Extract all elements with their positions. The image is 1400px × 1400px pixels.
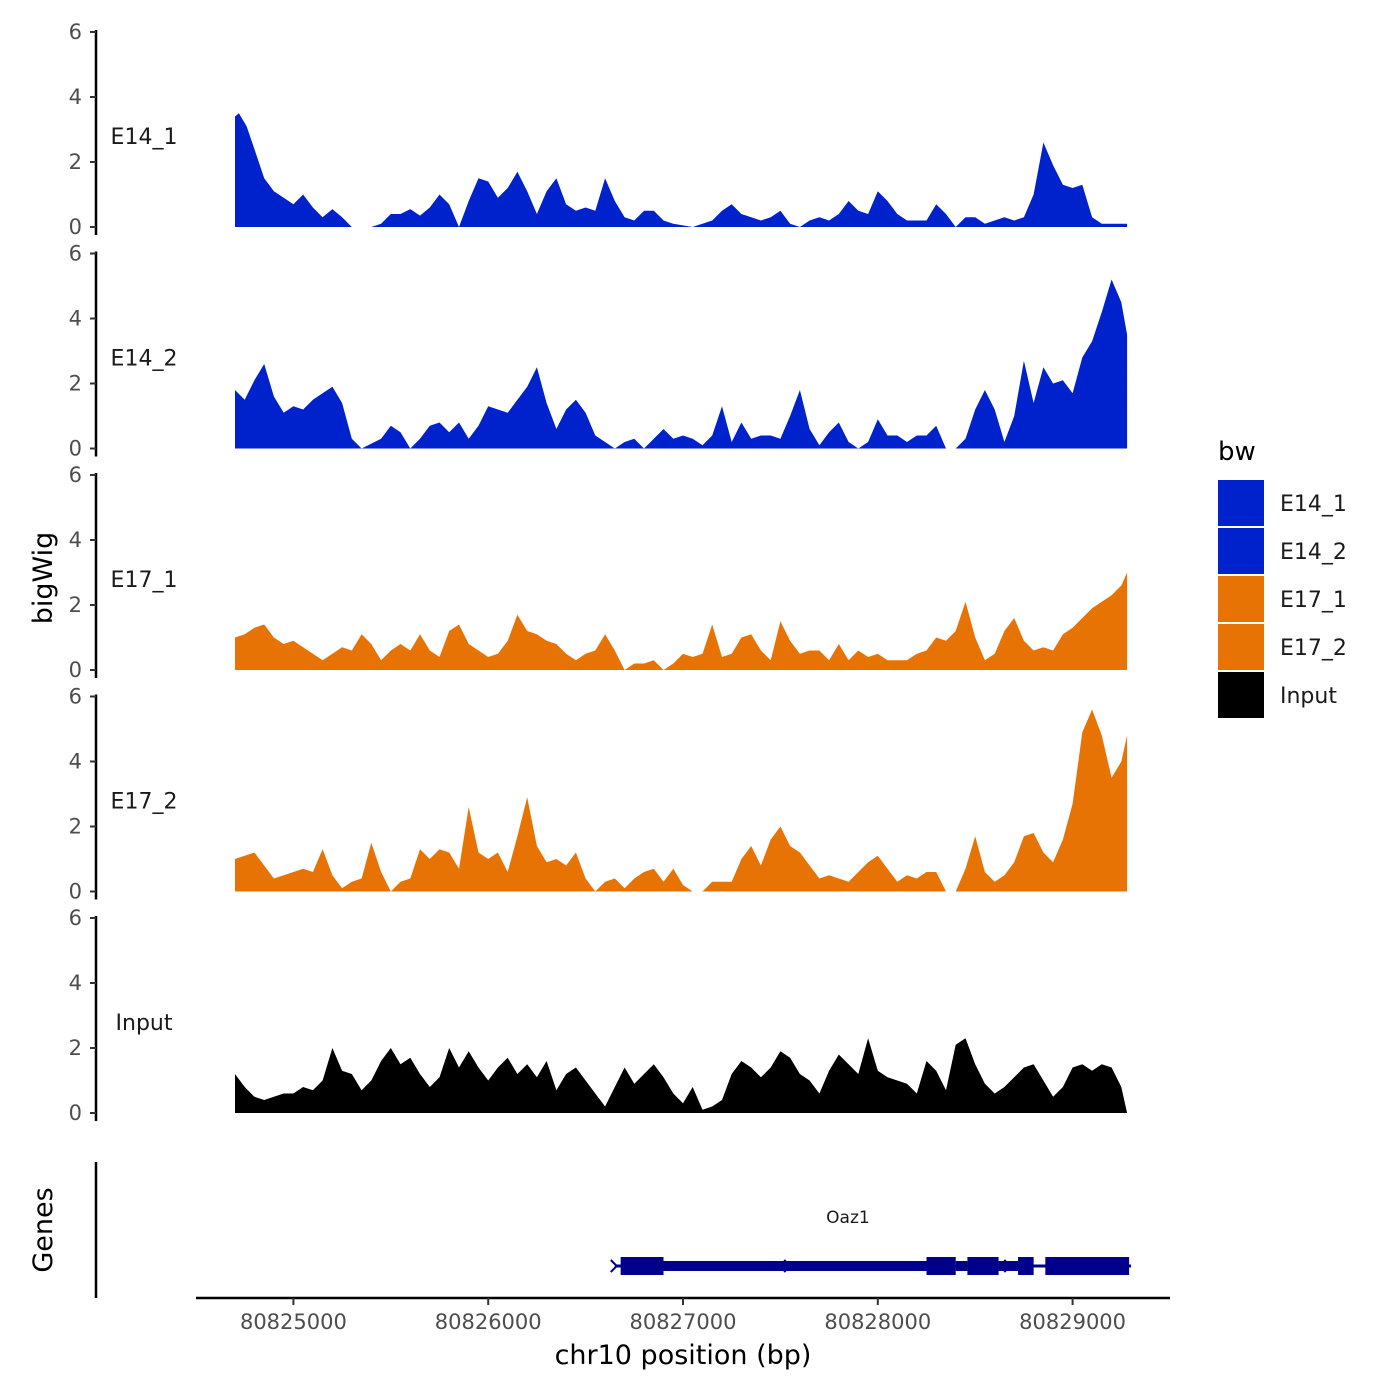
- y-tick-label: 6: [69, 242, 82, 266]
- strand-arrow-icon: [1120, 1259, 1129, 1273]
- y-tick-label: 2: [69, 815, 82, 839]
- track-input: 0 2 4 6 Input: [69, 906, 1128, 1125]
- track-label: E17_1: [111, 568, 178, 593]
- legend-swatch: [1218, 576, 1264, 622]
- bigwig-tracks: 0 2 4 6 E14_1 0 2 4 6 E14_2 0 2 4 6 E17_1 0 2 4 6 E17_2 0 2 4 6…: [69, 20, 1128, 1125]
- gene-exon: [1045, 1257, 1130, 1275]
- coverage-area-e14-2: [235, 279, 1128, 449]
- y-tick-label: 4: [69, 307, 82, 331]
- legend-swatch: [1218, 624, 1264, 670]
- coverage-area-input: [235, 1038, 1128, 1113]
- y-tick-label: 0: [69, 215, 82, 239]
- legend-label: E14_2: [1280, 540, 1347, 565]
- legend-label: E14_1: [1280, 492, 1347, 517]
- x-tick-label: 80825000: [240, 1310, 347, 1334]
- x-axis-title: chr10 position (bp): [555, 1340, 812, 1371]
- legend-item-e14-2: E14_2: [1218, 528, 1347, 574]
- legend-title: bw: [1218, 437, 1256, 467]
- track-e17-1: 0 2 4 6 E17_1: [69, 463, 1128, 682]
- track-e17-2: 0 2 4 6 E17_2: [69, 685, 1128, 904]
- gene-exon: [926, 1257, 956, 1275]
- y-tick-label: 6: [69, 20, 82, 44]
- track-e14-1: 0 2 4 6 E14_1: [69, 20, 1128, 239]
- y-tick-label: 0: [69, 437, 82, 461]
- x-axis: 80825000 80826000 80827000 80828000 80829000…: [196, 1296, 1170, 1371]
- y-tick-label: 0: [69, 1101, 82, 1125]
- y-tick-label: 6: [69, 906, 82, 930]
- x-tick-label: 80826000: [435, 1310, 542, 1334]
- legend: bw E14_1 E14_2 E17_1 E17_2 Input: [1218, 437, 1347, 718]
- track-label: E14_2: [111, 347, 178, 372]
- legend-item-e17-1: E17_1: [1218, 576, 1347, 622]
- legend-label: E17_2: [1280, 636, 1347, 661]
- strand-arrow-icon: [783, 1259, 792, 1273]
- y-tick-label: 6: [69, 685, 82, 709]
- y-tick-label: 6: [69, 463, 82, 487]
- y-tick-label: 0: [69, 880, 82, 904]
- strand-arrow-icon: [1003, 1259, 1012, 1273]
- legend-swatch: [1218, 480, 1264, 526]
- genes-panel: Genes Oaz1: [28, 1162, 1132, 1298]
- legend-swatch: [1218, 528, 1264, 574]
- gene-utr-segment: [663, 1261, 927, 1271]
- y-axis-title: bigWig: [28, 532, 59, 625]
- y-tick-label: 2: [69, 1036, 82, 1060]
- gene-name-label: Oaz1: [826, 1208, 870, 1228]
- coverage-area-e17-2: [235, 709, 1128, 892]
- gene-utr-segment: [998, 1261, 1019, 1271]
- track-label: Input: [116, 1011, 173, 1036]
- strand-arrow-icon: [610, 1259, 619, 1273]
- legend-item-e17-2: E17_2: [1218, 624, 1347, 670]
- gene-oaz1: Oaz1: [610, 1208, 1132, 1275]
- y-tick-label: 4: [69, 528, 82, 552]
- y-tick-label: 4: [69, 971, 82, 995]
- y-tick-label: 0: [69, 658, 82, 682]
- coverage-area-e17-1: [235, 572, 1128, 670]
- track-e14-2: 0 2 4 6 E14_2: [69, 242, 1128, 461]
- legend-item-input: Input: [1218, 672, 1337, 718]
- genes-track-title: Genes: [28, 1187, 59, 1272]
- x-tick-label: 80828000: [824, 1310, 931, 1334]
- legend-item-e14-1: E14_1: [1218, 480, 1347, 526]
- gene-exon: [1018, 1257, 1034, 1275]
- gene-utr-segment: [955, 1261, 968, 1271]
- y-tick-label: 4: [69, 85, 82, 109]
- legend-swatch: [1218, 672, 1264, 718]
- legend-label: Input: [1280, 684, 1337, 709]
- x-tick-label: 80829000: [1019, 1310, 1126, 1334]
- y-tick-label: 2: [69, 372, 82, 396]
- gene-exon: [967, 1257, 999, 1275]
- x-tick-label: 80827000: [630, 1310, 737, 1334]
- legend-label: E17_1: [1280, 588, 1347, 613]
- y-tick-label: 4: [69, 750, 82, 774]
- track-label: E14_1: [111, 125, 178, 150]
- y-tick-label: 2: [69, 150, 82, 174]
- gene-exon: [620, 1257, 664, 1275]
- track-label: E17_2: [111, 790, 178, 815]
- y-tick-label: 2: [69, 593, 82, 617]
- coverage-area-e14-1: [235, 113, 1128, 227]
